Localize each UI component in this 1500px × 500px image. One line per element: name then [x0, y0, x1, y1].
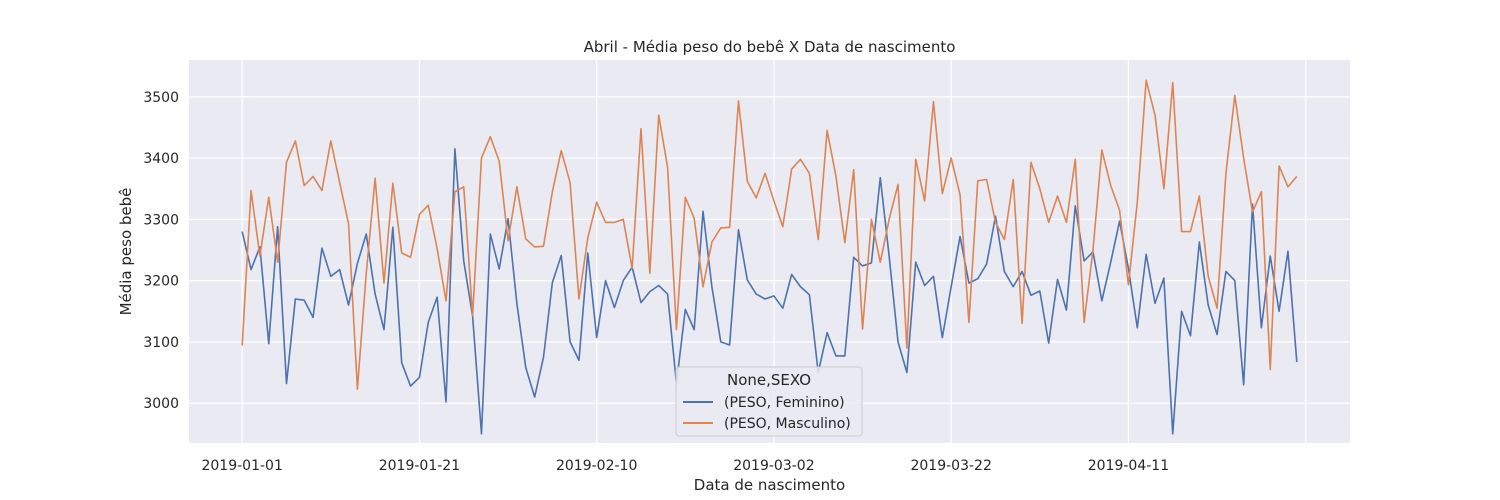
grid-lines	[189, 60, 1350, 443]
legend: None,SEXO (PESO, Feminino) (PESO, Mascul…	[675, 366, 863, 437]
series-layer	[241, 79, 1298, 435]
legend-label-feminino: (PESO, Feminino)	[724, 395, 845, 411]
chart-title: Abril - Média peso do bebê X Data de nas…	[584, 38, 956, 56]
x-tick-label: 2019-01-01	[201, 458, 282, 474]
legend-title: None,SEXO	[727, 371, 811, 389]
y-tick-label: 3200	[143, 274, 179, 290]
x-tick-label: 2019-02-10	[556, 458, 637, 474]
x-axis-title: Data de nascimento	[694, 476, 845, 494]
y-tick-label: 3400	[143, 151, 179, 167]
y-tick-label: 3300	[143, 212, 179, 228]
series-line-masculino	[241, 79, 1298, 390]
y-tick-label: 3100	[143, 335, 179, 351]
y-tick-label: 3500	[143, 90, 179, 106]
x-axis-ticks: 2019-01-01 2019-01-21 2019-02-10 2019-03-02…	[201, 458, 1169, 474]
y-tick-label: 3000	[143, 396, 179, 412]
x-tick-label: 2019-01-21	[379, 458, 460, 474]
legend-label-masculino: (PESO, Masculino)	[724, 416, 851, 432]
x-tick-label: 2019-03-22	[910, 458, 991, 474]
y-axis-title: Média peso bebê	[117, 188, 135, 316]
x-tick-label: 2019-03-02	[733, 458, 814, 474]
y-axis-ticks: 3000 3100 3200 3300 3400 3500	[143, 90, 179, 412]
legend-box	[675, 366, 863, 437]
x-tick-label: 2019-04-11	[1088, 458, 1169, 474]
